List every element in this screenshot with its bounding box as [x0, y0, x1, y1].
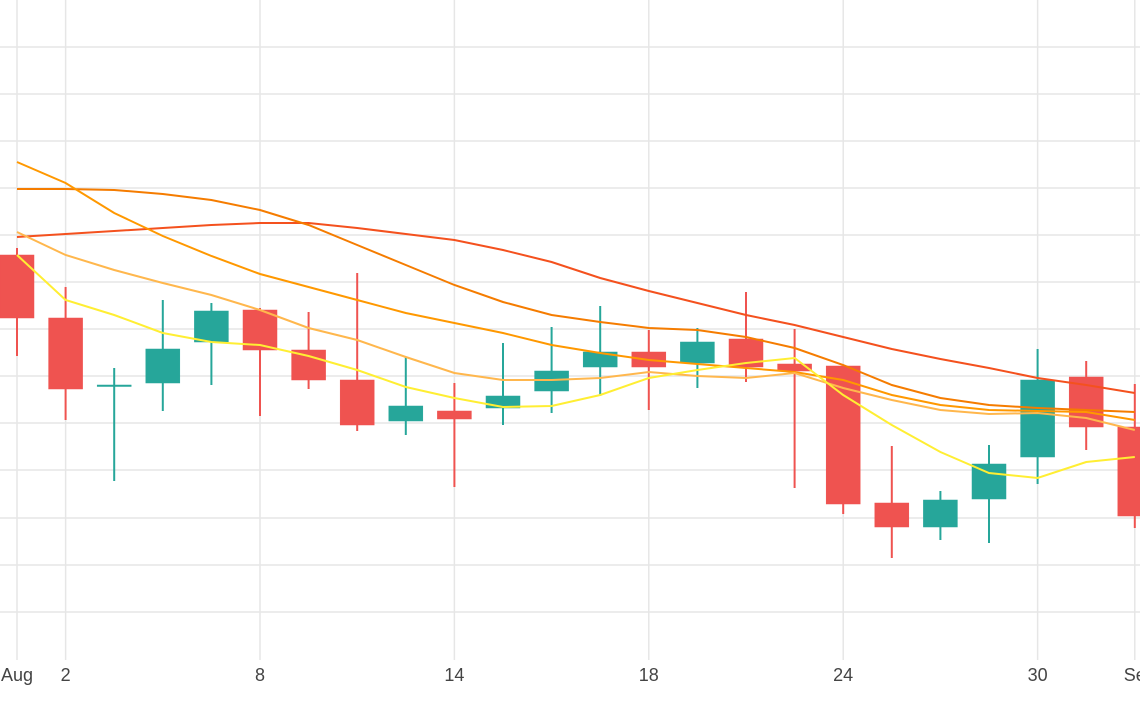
x-tick-label: Se [1124, 665, 1140, 685]
candle-body [680, 341, 715, 364]
candle-body [923, 499, 958, 528]
moving-average-line [16, 161, 1135, 421]
candle-body [1020, 379, 1055, 458]
candle-body [339, 379, 375, 426]
x-tick-label: Aug [1, 665, 33, 685]
candle-body [291, 349, 326, 381]
moving-average-line [16, 222, 1135, 394]
moving-average-line [17, 188, 1135, 413]
x-tick-label: 14 [444, 665, 464, 685]
moving-average-line [16, 231, 1136, 431]
candle-body [874, 502, 910, 528]
x-tick-label: 8 [255, 665, 265, 685]
candle-body [971, 463, 1007, 500]
candle-body [0, 254, 35, 319]
candle-body [388, 405, 424, 422]
candle-body [48, 317, 83, 390]
x-tick-label: 18 [639, 665, 659, 685]
moving-average-line [16, 254, 1135, 480]
candle-body [145, 348, 181, 384]
candle-body [96, 384, 132, 387]
candle-body [1117, 426, 1140, 517]
candle-body [242, 309, 278, 351]
candle-body [194, 310, 229, 343]
x-tick-label: 30 [1028, 665, 1048, 685]
x-tick-label: 2 [61, 665, 71, 685]
candle-body [437, 410, 472, 420]
x-tick-label: 24 [833, 665, 853, 685]
